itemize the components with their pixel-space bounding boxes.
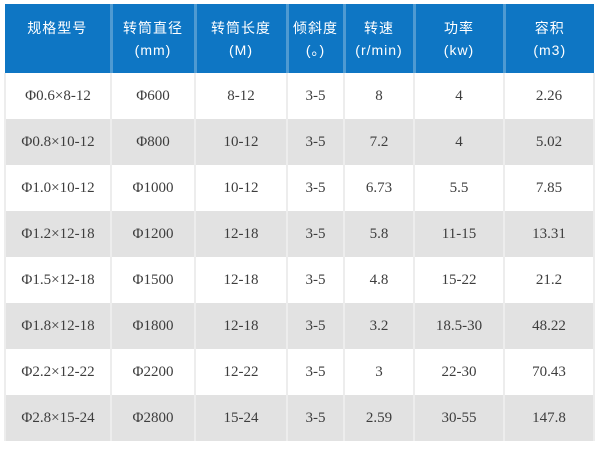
table-cell: 15-24 — [194, 395, 287, 441]
spec-table-header: 规格型号 转筒直径 (mm) 转筒长度 (M) 倾斜度 (。) 转速 (r/min) 功率 (kw)… — [5, 4, 594, 73]
spec-table: 规格型号 转筒直径 (mm) 转筒长度 (M) 倾斜度 (。) 转速 (r/min) 功率 (kw)… — [4, 4, 595, 441]
table-cell: 12-18 — [194, 211, 287, 257]
table-cell: 3-5 — [286, 395, 344, 441]
column-header-6: 功率 (kw) — [412, 4, 504, 73]
table-cell: 13.31 — [503, 211, 595, 257]
table-cell: Φ1800 — [110, 303, 195, 349]
table-cell: 4.8 — [343, 257, 414, 303]
table-cell: 30-55 — [413, 395, 504, 441]
table-row: Φ2.2×12-22 Φ2200 12-22 3-5 3 22-30 70.43 — [4, 349, 595, 395]
table-cell: Φ600 — [110, 73, 195, 119]
table-cell: Φ2.2×12-22 — [4, 349, 111, 395]
table-cell: 12-18 — [194, 303, 287, 349]
table-cell: 3-5 — [286, 349, 344, 395]
table-row: Φ0.8×10-12 Φ800 10-12 3-5 7.2 4 5.02 — [4, 119, 595, 165]
table-cell: 3.2 — [343, 303, 414, 349]
table-cell: 147.8 — [503, 395, 595, 441]
table-cell: 3-5 — [286, 257, 344, 303]
column-header-3: 转筒长度 (M) — [193, 4, 287, 73]
column-label: 转筒直径 — [123, 19, 183, 36]
column-unit: (mm) — [134, 41, 172, 58]
table-cell: 5.8 — [343, 211, 414, 257]
column-unit: (kw) — [443, 41, 475, 58]
table-cell: 4 — [413, 73, 504, 119]
table-cell: 7.85 — [503, 165, 595, 211]
table-row: Φ1.5×12-18 Φ1500 12-18 3-5 4.8 15-22 21.2 — [4, 257, 595, 303]
column-header-1: 规格型号 — [5, 4, 111, 73]
table-row: Φ1.8×12-18 Φ1800 12-18 3-5 3.2 18.5-30 48.22 — [4, 303, 595, 349]
header-row: 规格型号 转筒直径 (mm) 转筒长度 (M) 倾斜度 (。) 转速 (r/min) 功率 (kw)… — [5, 4, 594, 73]
table-cell: Φ2800 — [110, 395, 195, 441]
table-cell: 5.5 — [413, 165, 504, 211]
table-cell: Φ800 — [110, 119, 195, 165]
table-cell: 3-5 — [286, 211, 344, 257]
column-label: 功率 — [444, 19, 474, 36]
column-header-2: 转筒直径 (mm) — [109, 4, 195, 73]
table-cell: Φ1200 — [110, 211, 195, 257]
column-label: 容积 — [534, 19, 565, 36]
column-label: 倾斜度 — [293, 19, 338, 36]
column-label: 规格型号 — [27, 19, 88, 36]
table-cell: 4 — [413, 119, 504, 165]
table-cell: 8 — [343, 73, 414, 119]
table-cell: 12-18 — [194, 257, 287, 303]
table-cell: Φ0.8×10-12 — [4, 119, 111, 165]
column-header-7: 容积 (m3) — [502, 4, 594, 73]
table-cell: 3-5 — [286, 119, 344, 165]
table-cell: 70.43 — [503, 349, 595, 395]
table-cell: Φ2200 — [110, 349, 195, 395]
table-cell: 3 — [343, 349, 414, 395]
table-cell: Φ1500 — [110, 257, 195, 303]
table-cell: Φ2.8×15-24 — [4, 395, 111, 441]
table-cell: 3-5 — [286, 303, 344, 349]
table-cell: 2.59 — [343, 395, 414, 441]
column-label: 转筒长度 — [211, 19, 271, 36]
table-cell: 11-15 — [413, 211, 504, 257]
table-cell: 8-12 — [194, 73, 287, 119]
table-cell: 12-22 — [194, 349, 287, 395]
table-cell: 7.2 — [343, 119, 414, 165]
column-header-5: 转速 (r/min) — [342, 4, 414, 73]
table-cell: 48.22 — [503, 303, 595, 349]
table-cell: 22-30 — [413, 349, 504, 395]
table-cell: Φ1000 — [110, 165, 195, 211]
table-cell: Φ1.8×12-18 — [4, 303, 111, 349]
table-cell: 15-22 — [413, 257, 504, 303]
table-cell: 3-5 — [286, 73, 344, 119]
table-row: Φ1.0×10-12 Φ1000 10-12 3-5 6.73 5.5 7.85 — [4, 165, 595, 211]
spec-table-body: Φ0.6×8-12 Φ600 8-12 3-5 8 4 2.26 Φ0.8×10-12 Φ800… — [4, 73, 595, 441]
table-row: Φ0.6×8-12 Φ600 8-12 3-5 8 4 2.26 — [4, 73, 595, 119]
column-label: 转速 — [364, 19, 394, 36]
table-cell: 6.73 — [343, 165, 414, 211]
column-header-4: 倾斜度 (。) — [285, 4, 344, 73]
table-cell: 10-12 — [194, 165, 287, 211]
table-cell: Φ0.6×8-12 — [4, 73, 111, 119]
column-unit: (m3) — [533, 41, 567, 58]
column-unit: (r/min) — [355, 41, 403, 58]
table-cell: 10-12 — [194, 119, 287, 165]
table-row: Φ1.2×12-18 Φ1200 12-18 3-5 5.8 11-15 13.31 — [4, 211, 595, 257]
table-row: Φ2.8×15-24 Φ2800 15-24 3-5 2.59 30-55 147.8 — [4, 395, 595, 441]
table-cell: Φ1.0×10-12 — [4, 165, 111, 211]
table-cell: 21.2 — [503, 257, 595, 303]
table-cell: 3-5 — [286, 165, 344, 211]
table-cell: 2.26 — [503, 73, 595, 119]
table-cell: Φ1.2×12-18 — [4, 211, 111, 257]
table-cell: 18.5-30 — [413, 303, 504, 349]
column-unit — [5, 39, 110, 61]
column-unit: (。) — [305, 41, 326, 58]
table-cell: 5.02 — [503, 119, 595, 165]
table-cell: Φ1.5×12-18 — [4, 257, 111, 303]
column-unit: (M) — [229, 41, 253, 58]
